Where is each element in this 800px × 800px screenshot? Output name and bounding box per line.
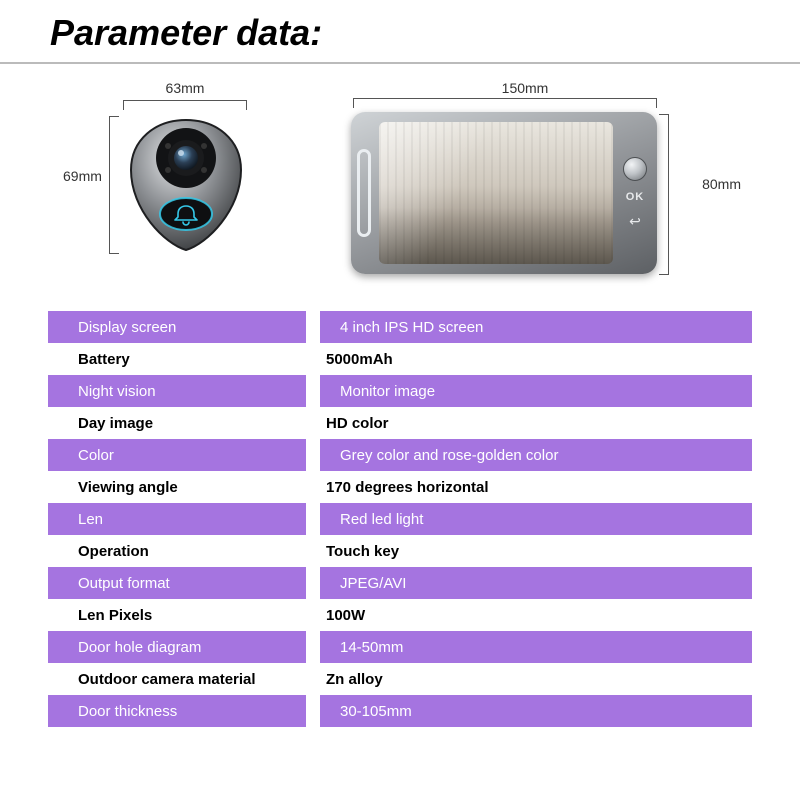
spec-row: Viewing angle170 degrees horizontal <box>48 471 752 503</box>
spec-row: Color Grey color and rose-golden color <box>48 439 752 471</box>
spec-value: 30-105mm <box>320 695 752 727</box>
spec-label: Len <box>48 503 306 535</box>
spec-value: 5000mAh <box>306 351 752 368</box>
spec-row: Battery5000mAh <box>48 343 752 375</box>
camera-height-label: 69mm <box>63 168 102 184</box>
spec-row: Len Pixels100W <box>48 599 752 631</box>
spec-label: Display screen <box>48 311 306 343</box>
monitor-device-icon: OK ↩ <box>351 112 657 274</box>
ok-label: OK <box>626 191 645 203</box>
camera-width-label: 63mm <box>166 80 205 96</box>
monitor-handle <box>357 149 371 237</box>
spec-label: Len Pixels <box>48 607 306 624</box>
monitor-controls: OK ↩ <box>613 112 657 274</box>
power-knob-icon <box>623 157 647 181</box>
camera-figure: 63mm 69mm <box>95 86 275 266</box>
spec-value: JPEG/AVI <box>320 567 752 599</box>
monitor-screen <box>379 122 613 264</box>
monitor-figure: 150mm 80mm OK ↩ <box>345 86 705 281</box>
spec-label: Color <box>48 439 306 471</box>
spec-row: Display screen 4 inch IPS HD screen <box>48 311 752 343</box>
spec-row: OperationTouch key <box>48 535 752 567</box>
monitor-height-label: 80mm <box>702 176 741 192</box>
spec-label: Viewing angle <box>48 479 306 496</box>
spec-value: Grey color and rose-golden color <box>320 439 752 471</box>
spec-row: Day imageHD color <box>48 407 752 439</box>
spec-value: Monitor image <box>320 375 752 407</box>
spec-label: Battery <box>48 351 306 368</box>
divider <box>0 62 800 64</box>
spec-value: 4 inch IPS HD screen <box>320 311 752 343</box>
spec-label: Outdoor camera material <box>48 671 306 688</box>
spec-row: Outdoor camera materialZn alloy <box>48 663 752 695</box>
spec-value: Red led light <box>320 503 752 535</box>
spec-row: Night vision Monitor image <box>48 375 752 407</box>
spec-label: Operation <box>48 543 306 560</box>
spec-row: Len Red led light <box>48 503 752 535</box>
monitor-bracket-right <box>659 114 669 275</box>
spec-label: Day image <box>48 415 306 432</box>
spec-label: Door thickness <box>48 695 306 727</box>
camera-bracket-top <box>123 100 247 110</box>
monitor-width-label: 150mm <box>502 80 549 96</box>
spec-label: Door hole diagram <box>48 631 306 663</box>
spec-label: Night vision <box>48 375 306 407</box>
spec-value: 170 degrees horizontal <box>306 479 752 496</box>
spec-label: Output format <box>48 567 306 599</box>
spec-value: 14-50mm <box>320 631 752 663</box>
spec-table: Display screen4 inch IPS HD screenBatter… <box>48 311 752 727</box>
camera-device-icon <box>127 116 245 254</box>
spec-value: Touch key <box>306 543 752 560</box>
monitor-bracket-top <box>353 98 657 108</box>
spec-value: Zn alloy <box>306 671 752 688</box>
camera-bracket-left <box>109 116 119 254</box>
spec-row: Door hole diagram 14-50mm <box>48 631 752 663</box>
product-figures: 63mm 69mm <box>0 86 800 311</box>
spec-row: Door thickness 30-105mm <box>48 695 752 727</box>
page-title: Parameter data: <box>0 0 800 62</box>
spec-value: 100W <box>306 607 752 624</box>
back-icon: ↩ <box>629 213 641 230</box>
spec-value: HD color <box>306 415 752 432</box>
spec-row: Output format JPEG/AVI <box>48 567 752 599</box>
